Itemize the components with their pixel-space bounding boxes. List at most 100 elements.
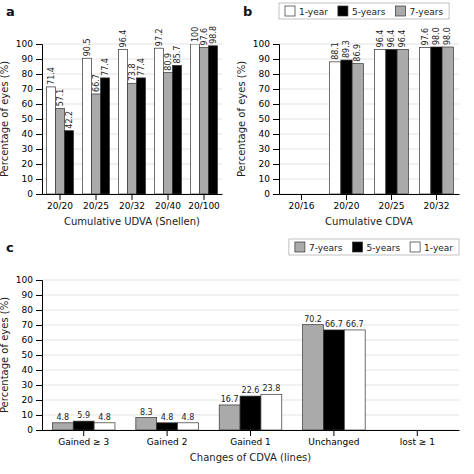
tick-mark [36,295,42,296]
tick-label: 60 [259,99,271,109]
bar [178,423,199,430]
bar [352,64,363,194]
bar [323,330,344,430]
tick-label: 20 [259,159,271,169]
data-label: 90.5 [83,38,92,56]
tick-label: 80 [22,69,34,79]
tick-label: 100 [253,39,270,49]
data-label: 96.4 [376,30,385,48]
tick-mark [36,44,42,45]
tick-label: 10 [259,174,271,184]
legend-label: 5-years [352,7,386,17]
y-axis-title: Percentage of eyes (%) [0,61,10,177]
tick: 20/20 [334,194,360,211]
legend-entry: 7-years [295,242,343,253]
legend-entry: 7-years [396,6,444,17]
data-labels: 4.88.316.770.25.94.822.666.74.84.823.866… [56,315,363,422]
tick-label: Gained ≥ 3 [58,437,109,447]
tick-label: 30 [259,144,271,154]
data-label: 4.8 [182,413,195,422]
tick: 10 [259,174,279,184]
tick: 30 [259,144,279,154]
tick-mark [132,194,133,200]
tick-mark [273,149,279,150]
bar [191,44,200,194]
series [330,48,431,194]
tick: 100 [16,275,42,285]
data-label: 97.6 [421,28,430,46]
tick-label: 20/40 [155,201,181,211]
data-label: 4.8 [98,413,111,422]
legend-label: 1-year [299,7,328,17]
panel-title: c [6,240,14,255]
data-label: 23.8 [262,384,280,393]
tick-mark [36,89,42,90]
tick-mark [36,164,42,165]
bar [157,423,178,430]
tick: Gained ≥ 3 [58,430,109,447]
tick: 80 [22,305,42,315]
bar [407,430,428,431]
tick-label: 0 [27,189,33,199]
tick-label: 70 [22,320,34,330]
legend-label: 7-years [309,243,343,253]
tick-mark [83,430,84,436]
bar [119,49,128,194]
legend: 7-years5-years1-year [289,239,459,255]
tick-label: 20/25 [379,201,405,211]
tick-label: 40 [259,129,271,139]
tick: 20/25 [379,194,405,211]
tick-mark [36,310,42,311]
tick: 50 [22,114,42,124]
tick-label: 20/16 [289,201,315,211]
tick-label: 70 [259,84,271,94]
data-label: 57.1 [56,89,65,107]
tick-label: 80 [259,69,271,79]
grid [42,44,222,194]
tick-mark [36,119,42,120]
data-label: 70.2 [304,315,322,324]
tick-label: 50 [22,114,34,124]
tick-mark [273,179,279,180]
tick: 20/32 [119,194,145,211]
bar [94,423,115,430]
series [352,47,453,194]
tick-label: Gained 1 [230,437,271,447]
tick-mark [204,194,205,200]
tick-mark [273,74,279,75]
data-label: 73.8 [128,63,137,81]
y-axis: 0102030405060708090100 [16,39,43,199]
y-axis-title: Percentage of eyes (%) [236,61,247,177]
data-label: 5.9 [77,411,90,420]
tick-label: 10 [22,410,34,420]
tick-mark [36,59,42,60]
legend-label: 5-years [367,243,401,253]
tick-mark [36,104,42,105]
bar [420,48,431,194]
bar [261,394,282,430]
bar [375,49,386,194]
tick-mark [36,430,42,431]
legend-swatch [396,6,406,16]
tick: 20 [22,159,42,169]
tick-mark [436,194,437,200]
tick-mark [273,104,279,105]
x-axis: 20/16 20/20 20/25 20/32 [280,194,460,211]
data-label: 42.2 [65,111,74,129]
panel: 4.88.316.770.25.94.822.666.74.84.823.866… [0,239,460,463]
axis-line [273,45,280,195]
tick: 40 [22,365,42,375]
tick-mark [36,280,42,281]
data-label: 96.4 [387,30,396,48]
tick-label: 100 [16,39,33,49]
data-label: 97.6 [200,28,209,46]
bar [303,325,324,430]
grid-line [42,325,459,326]
tick-label: 20/32 [424,201,450,211]
tick-label: 30 [22,144,34,154]
bar [47,87,56,194]
tick: 20/20 [47,194,73,211]
tick-mark [36,134,42,135]
tick: 30 [22,380,42,390]
tick-mark [36,179,42,180]
